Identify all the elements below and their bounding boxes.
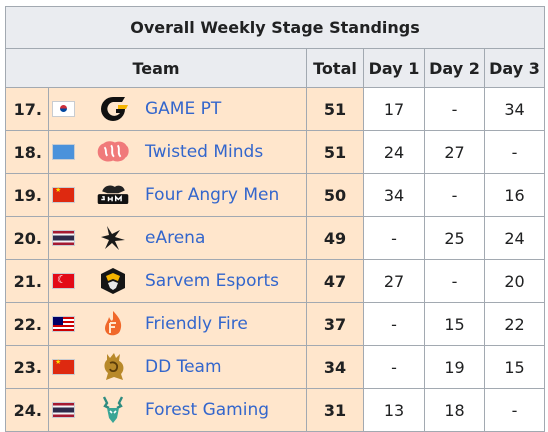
day2-cell: 18 — [424, 388, 485, 432]
table-row: 20. eArena 49 - 25 24 — [5, 216, 545, 260]
turkey-flag-icon — [53, 273, 74, 288]
team-link[interactable]: Sarvem Esports — [145, 271, 279, 291]
title-row: Overall Weekly Stage Standings — [5, 6, 545, 49]
day3-cell: - — [484, 130, 545, 174]
day2-cell: 27 — [424, 130, 485, 174]
team-cell: DD Team — [48, 345, 307, 389]
team-cell: Four Angry Men — [48, 173, 307, 217]
day3-cell: 16 — [484, 173, 545, 217]
header-total: Total — [306, 48, 364, 88]
table-row: 21. Sarvem Esports 47 27 - 20 — [5, 259, 545, 303]
team-link[interactable]: Four Angry Men — [145, 185, 280, 205]
rank-cell: 17. — [5, 87, 49, 131]
team-link[interactable]: DD Team — [145, 357, 222, 377]
table-title: Overall Weekly Stage Standings — [5, 6, 545, 49]
day1-cell: 24 — [363, 130, 425, 174]
china-flag-icon — [53, 358, 74, 374]
total-cell: 31 — [306, 388, 364, 432]
total-cell: 51 — [306, 130, 364, 174]
day3-cell: 20 — [484, 259, 545, 303]
team-cell: eArena — [48, 216, 307, 260]
table-row: 22. Friendly Fire 37 - 15 22 — [5, 302, 545, 346]
team-cell: Friendly Fire — [48, 302, 307, 346]
thailand-flag-icon — [53, 403, 74, 417]
rank-cell: 20. — [5, 216, 49, 260]
team-link[interactable]: eArena — [145, 228, 206, 248]
rank-cell: 24. — [5, 388, 49, 432]
team-cell: GAME PT — [48, 87, 307, 131]
total-cell: 50 — [306, 173, 364, 217]
standings-table: Overall Weekly Stage Standings Team Tota… — [5, 6, 545, 432]
table-row: 23. DD Team 34 - 19 15 — [5, 345, 545, 389]
forest-gaming-logo-icon[interactable] — [95, 394, 131, 426]
day3-cell: 34 — [484, 87, 545, 131]
header-day3: Day 3 — [484, 48, 545, 88]
team-cell: Sarvem Esports — [48, 259, 307, 303]
total-cell: 37 — [306, 302, 364, 346]
total-cell: 47 — [306, 259, 364, 303]
dd-team-logo-icon[interactable] — [95, 351, 131, 383]
day3-cell: 22 — [484, 302, 545, 346]
china-flag-icon — [53, 186, 74, 202]
header-day1: Day 1 — [363, 48, 425, 88]
day2-cell: 19 — [424, 345, 485, 389]
rank-cell: 21. — [5, 259, 49, 303]
day1-cell: - — [363, 302, 425, 346]
total-cell: 49 — [306, 216, 364, 260]
twisted-minds-logo-icon[interactable] — [95, 136, 131, 168]
day2-cell: - — [424, 259, 485, 303]
total-cell: 34 — [306, 345, 364, 389]
day1-cell: 13 — [363, 388, 425, 432]
thailand-flag-icon — [53, 231, 74, 245]
team-link[interactable]: GAME PT — [145, 99, 222, 119]
table-row: 17. GAME PT 51 17 - 34 — [5, 87, 545, 131]
header-team: Team — [5, 48, 307, 88]
day2-cell: - — [424, 173, 485, 217]
day1-cell: 34 — [363, 173, 425, 217]
header-day2: Day 2 — [424, 48, 485, 88]
day1-cell: - — [363, 216, 425, 260]
sarvem-esports-logo-icon[interactable] — [95, 265, 131, 297]
header-row: Team Total Day 1 Day 2 Day 3 — [5, 48, 545, 88]
team-cell: Forest Gaming — [48, 388, 307, 432]
day2-cell: - — [424, 87, 485, 131]
four-angry-men-logo-icon[interactable] — [95, 179, 131, 211]
day3-cell: - — [484, 388, 545, 432]
rank-cell: 22. — [5, 302, 49, 346]
day1-cell: - — [363, 345, 425, 389]
table-row: 24. Forest Gaming 31 13 18 - — [5, 388, 545, 432]
friendly-fire-logo-icon[interactable] — [95, 308, 131, 340]
malaysia-flag-icon — [53, 317, 74, 331]
rank-cell: 19. — [5, 173, 49, 217]
total-cell: 51 — [306, 87, 364, 131]
rank-cell: 18. — [5, 130, 49, 174]
table-row: 19. Four Angry Men 50 34 - 16 — [5, 173, 545, 217]
day2-cell: 15 — [424, 302, 485, 346]
day1-cell: 27 — [363, 259, 425, 303]
day3-cell: 24 — [484, 216, 545, 260]
team-link[interactable]: Forest Gaming — [145, 400, 270, 420]
earena-logo-icon[interactable] — [95, 222, 131, 254]
standings-table-wrapper: Overall Weekly Stage Standings Team Tota… — [5, 6, 545, 432]
team-cell: Twisted Minds — [48, 130, 307, 174]
united-nations-flag-icon — [53, 145, 74, 159]
rank-cell: 23. — [5, 345, 49, 389]
team-link[interactable]: Friendly Fire — [145, 314, 248, 334]
day2-cell: 25 — [424, 216, 485, 260]
day1-cell: 17 — [363, 87, 425, 131]
team-link[interactable]: Twisted Minds — [145, 142, 264, 162]
south-korea-flag-icon — [53, 102, 74, 116]
table-row: 18. Twisted Minds 51 24 27 - — [5, 130, 545, 174]
game-pt-logo-icon[interactable] — [95, 93, 131, 125]
day3-cell: 15 — [484, 345, 545, 389]
